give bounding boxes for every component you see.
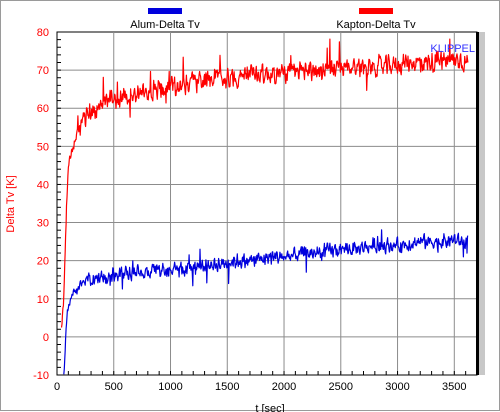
right-cursor-bar (476, 32, 479, 375)
legend-label-kapton: Kapton-Delta Tv (336, 19, 416, 31)
x-axis-label: t [sec] (255, 403, 284, 412)
klippel-watermark: KLIPPEL (430, 43, 475, 55)
grid (57, 32, 477, 375)
y-tick-label: 10 (37, 294, 49, 306)
y-tick-label: 50 (37, 141, 49, 153)
legend-swatch-kapton (359, 8, 393, 14)
x-tick-label: 3500 (442, 381, 466, 393)
x-tick-label: 1000 (158, 381, 182, 393)
x-tick-label: 2500 (329, 381, 353, 393)
x-tick-label: 1500 (215, 381, 239, 393)
x-tick-label: 3000 (385, 381, 409, 393)
legend-swatch-alum (148, 8, 182, 14)
x-tick-label: 0 (54, 381, 60, 393)
series-line-kapton (60, 38, 469, 328)
y-tick-label: 80 (37, 27, 49, 39)
y-tick-label: 30 (37, 218, 49, 230)
legend: Alum-Delta Tv Kapton-Delta Tv (130, 8, 416, 31)
y-tick-label: 70 (37, 65, 49, 77)
y-tick-label: 60 (37, 103, 49, 115)
plot-area (56, 31, 478, 376)
y-tick-label: 40 (37, 179, 49, 191)
y-tick-label: -10 (33, 370, 49, 382)
y-tick-label: 20 (37, 256, 49, 268)
ticks: 0 500 1000 1500 2000 2500 3000 3500 -10 0 10 20 30 40… (33, 27, 466, 393)
series-layer (60, 38, 469, 375)
y-axis-label: Delta Tv [K] (5, 175, 17, 232)
x-tick-label: 500 (105, 381, 123, 393)
y-tick-label: 0 (43, 332, 49, 344)
legend-label-alum: Alum-Delta Tv (130, 19, 200, 31)
x-tick-label: 2000 (272, 381, 296, 393)
series-line-alum (63, 229, 469, 375)
right-scroll-strip (479, 32, 485, 375)
